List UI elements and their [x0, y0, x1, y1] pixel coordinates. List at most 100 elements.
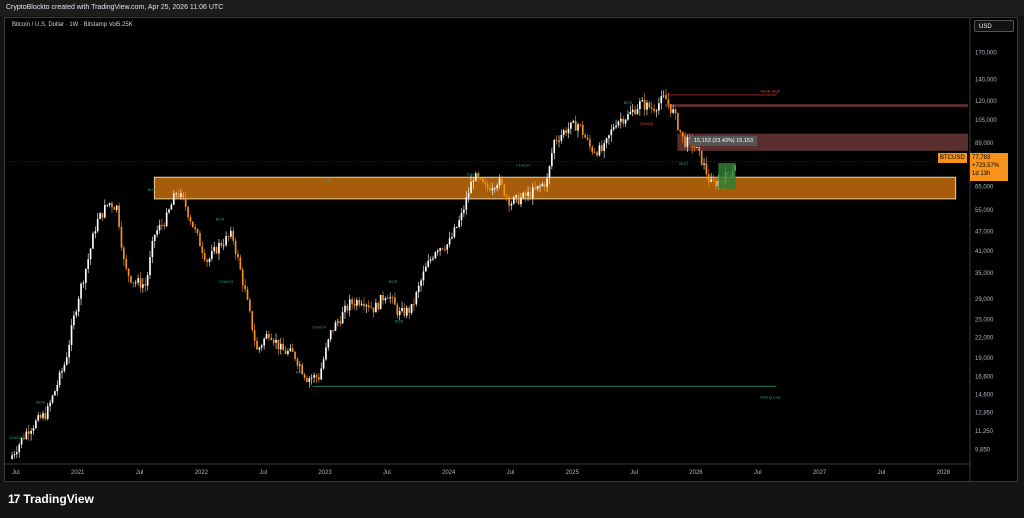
candle-body: [213, 247, 216, 252]
y-tick-label: 47,000: [975, 230, 994, 236]
candle-body: [225, 236, 227, 246]
candle-body: [49, 402, 51, 407]
candle-body: [327, 339, 330, 348]
y-tick-label: 11,250: [975, 429, 994, 435]
y-tick-label: 105,000: [975, 118, 997, 124]
candle-body: [308, 378, 311, 382]
candle-body: [655, 110, 658, 112]
currency-selector[interactable]: USD: [974, 20, 1014, 32]
candle-body: [375, 302, 377, 313]
candle-body: [89, 248, 92, 260]
structure-label: BOS: [36, 399, 45, 404]
candle-body: [51, 395, 54, 403]
candle-body: [648, 102, 651, 108]
candle-body: [436, 250, 439, 253]
candle-body: [194, 227, 197, 230]
candle-body: [605, 138, 608, 144]
candle-body: [405, 307, 408, 316]
candle-body: [344, 305, 346, 313]
candle-body: [96, 218, 99, 232]
chart-frame[interactable]: [4, 17, 1018, 482]
structure-label: BOS: [389, 279, 398, 284]
candle-body: [679, 129, 682, 132]
candle-body: [149, 257, 151, 276]
candle-body: [653, 108, 655, 112]
candle-body: [546, 178, 548, 187]
candle-body: [598, 145, 601, 156]
candle-body: [249, 299, 251, 312]
candle-body: [182, 193, 185, 199]
candle-body: [408, 307, 411, 313]
candle-body: [322, 359, 325, 369]
candle-body: [77, 298, 80, 312]
candle-body: [696, 147, 698, 148]
candle-body: [218, 242, 220, 254]
candle-body: [479, 177, 482, 179]
candle-body: [486, 184, 489, 188]
structure-label: BOS: [679, 161, 688, 166]
symbol-info: Bitcoin / U.S. Dollar · 1W · Bitstamp Vo…: [12, 22, 133, 28]
structure-label: CHoCH: [9, 435, 23, 440]
y-tick-label: 9,850: [975, 447, 991, 453]
candle-body: [688, 137, 691, 139]
candle-body: [512, 197, 515, 204]
candle-body: [451, 236, 453, 239]
candle-body: [660, 96, 663, 104]
candle-body: [610, 129, 613, 136]
price-change: +723.57%: [972, 163, 1000, 169]
candle-body: [35, 420, 37, 429]
x-tick-label: Jul: [507, 470, 515, 476]
candle-body: [241, 269, 244, 286]
candle-body: [244, 285, 246, 290]
candle-body: [455, 227, 458, 228]
candle-body: [520, 197, 522, 205]
candle-body: [693, 146, 696, 148]
candle-body: [410, 304, 413, 313]
candle-body: [629, 111, 632, 115]
candle-body: [432, 258, 434, 260]
candle-body: [631, 109, 634, 112]
candle-body: [75, 311, 78, 316]
structure-label: BOS: [296, 369, 305, 374]
candle-body: [325, 347, 327, 360]
candle-body: [700, 150, 703, 165]
candle-body: [258, 347, 261, 350]
candle-body: [215, 247, 218, 254]
candle-body: [256, 340, 258, 350]
candle-body: [403, 307, 406, 316]
candle-body: [199, 233, 201, 247]
candle-body: [84, 268, 87, 283]
tradingview-logo-icon: 17: [8, 492, 20, 506]
candle-body: [396, 304, 399, 315]
y-tick-label: 25,000: [975, 318, 994, 324]
candle-body: [515, 195, 518, 198]
candle-body: [158, 224, 161, 231]
candle-body: [427, 260, 430, 267]
candle-body: [712, 179, 715, 181]
candle-body: [11, 455, 13, 459]
candle-body: [111, 203, 113, 208]
candle-body: [484, 182, 487, 185]
candle-body: [94, 231, 97, 234]
candle-body: [667, 99, 670, 105]
candle-body: [444, 249, 446, 251]
candle-body: [227, 236, 230, 238]
candle-body: [425, 266, 427, 272]
structure-label: BOS: [624, 100, 633, 105]
structure-label: Weak High: [760, 89, 780, 94]
candle-body: [134, 282, 137, 284]
candle-body: [415, 292, 418, 305]
candle-body: [189, 217, 192, 222]
tradingview-logo[interactable]: 17 TradingView: [8, 492, 94, 506]
candle-body: [555, 140, 558, 141]
candle-body: [348, 299, 351, 311]
candle-body: [263, 338, 265, 346]
candle-body: [146, 275, 149, 286]
candle-body: [600, 145, 603, 151]
candle-body: [453, 227, 456, 237]
candle-body: [541, 184, 544, 186]
candle-body: [446, 244, 449, 250]
candle-body: [589, 139, 591, 147]
candle-body: [180, 193, 182, 197]
